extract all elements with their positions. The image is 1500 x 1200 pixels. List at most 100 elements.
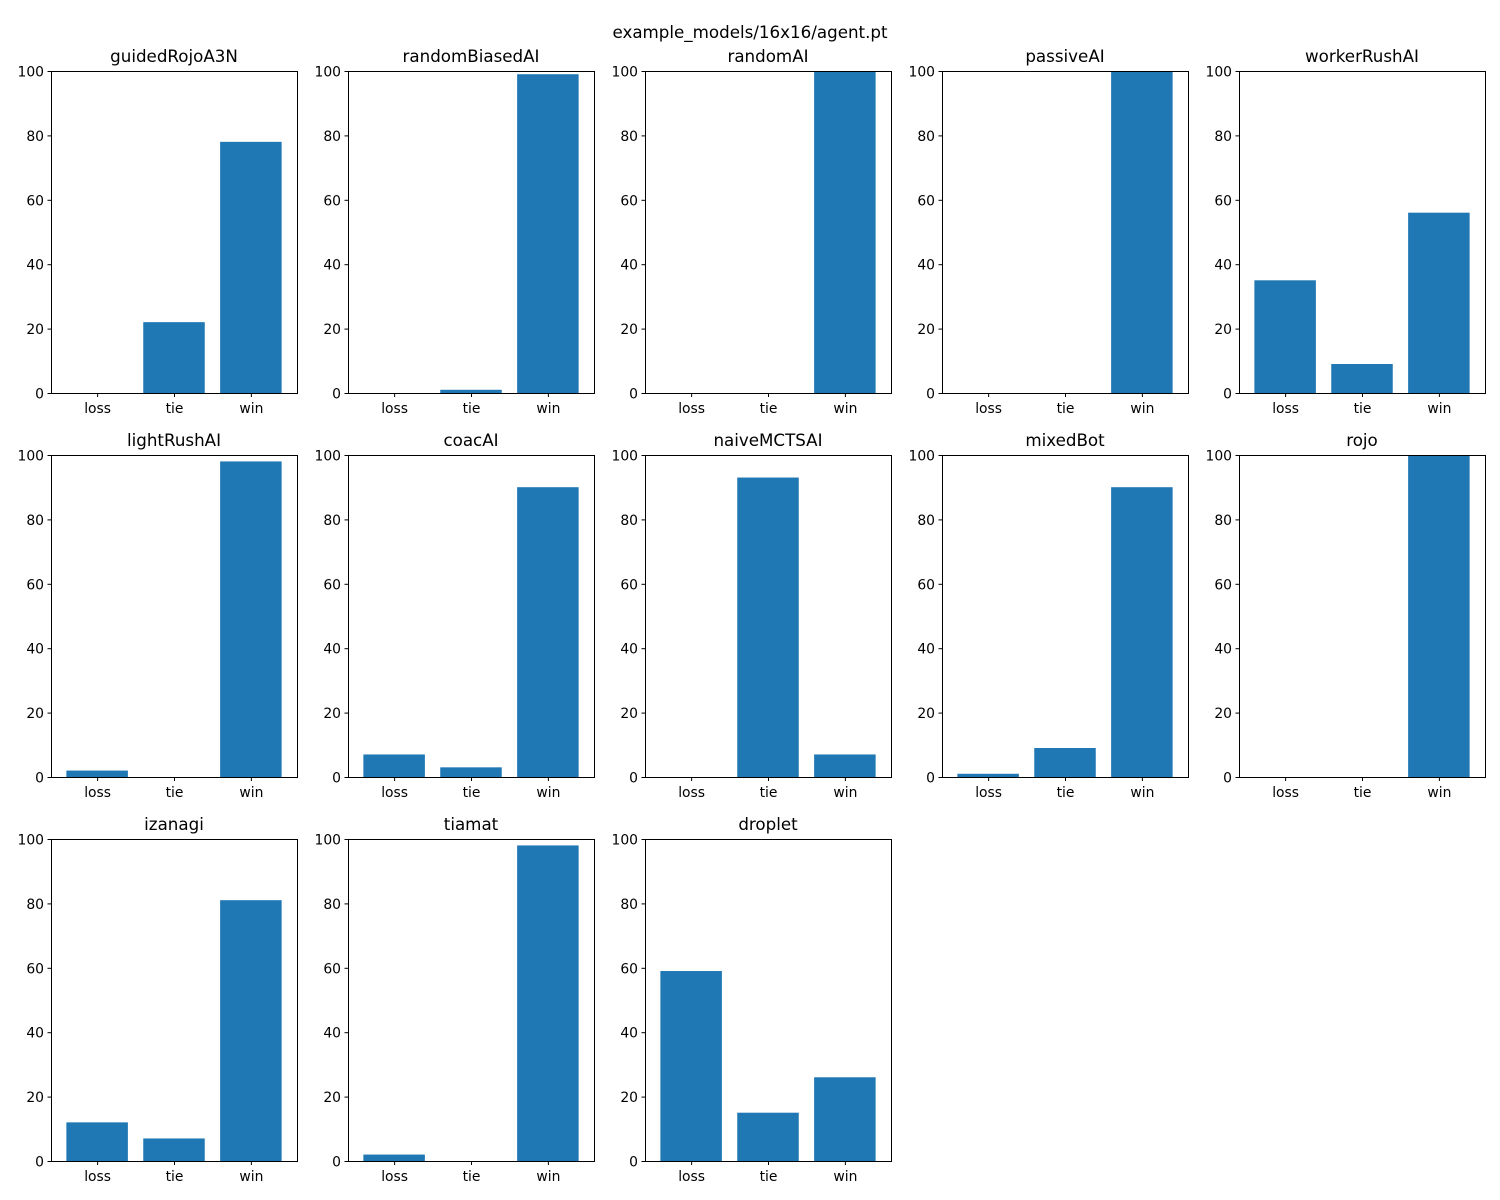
x-tick-label-tie: tie: [760, 1169, 778, 1185]
y-tick-label: 80: [917, 129, 935, 145]
bar-guidedrojoa3n-tie: [143, 322, 205, 393]
subplot-title: randomAI: [727, 46, 808, 66]
y-tick-label: 0: [35, 771, 44, 787]
x-tick-label-tie: tie: [166, 785, 184, 801]
subplot-title: tiamat: [444, 814, 499, 834]
x-tick-label-tie: tie: [760, 785, 778, 801]
y-tick-label: 100: [17, 65, 44, 81]
bar-izanagi-tie: [143, 1138, 205, 1161]
y-tick-label: 40: [917, 258, 935, 274]
subplot-title: izanagi: [144, 814, 204, 834]
x-tick-label-loss: loss: [975, 401, 1002, 417]
subplot-title: passiveAI: [1025, 46, 1104, 66]
x-tick-label-win: win: [239, 401, 263, 417]
y-tick-label: 100: [17, 449, 44, 465]
bar-workerrushai-tie: [1331, 364, 1393, 393]
y-tick-label: 0: [332, 1155, 341, 1171]
y-tick-label: 0: [35, 1155, 44, 1171]
y-tick-label: 0: [629, 387, 638, 403]
y-tick-label: 0: [1223, 387, 1232, 403]
y-tick-label: 40: [323, 1026, 341, 1042]
subplot-coacai: 0 20 40 60 80 100 loss tie win coacAI: [314, 430, 595, 801]
y-tick-label: 20: [1214, 322, 1232, 338]
subplot-mixedbot: 0 20 40 60 80 100 loss tie win mixedBot: [908, 430, 1189, 801]
y-tick-label: 60: [26, 577, 44, 593]
y-tick-label: 100: [908, 65, 935, 81]
y-tick-label: 0: [332, 387, 341, 403]
y-tick-label: 40: [26, 1026, 44, 1042]
y-tick-label: 80: [323, 897, 341, 913]
bar-naivemctsai-tie: [737, 477, 799, 777]
subplot-randombiasedai: 0 20 40 60 80 100 loss tie win randomBiasedAI: [314, 46, 595, 417]
subplot-guidedrojoa3n: 0 20 40 60 80 100 loss tie win guidedRojoA3N: [17, 46, 298, 417]
y-tick-label: 20: [323, 322, 341, 338]
x-tick-label-win: win: [1427, 785, 1451, 801]
y-tick-label: 100: [17, 833, 44, 849]
y-tick-label: 80: [323, 129, 341, 145]
x-tick-label-loss: loss: [381, 785, 408, 801]
bar-izanagi-win: [220, 900, 282, 1161]
x-tick-label-win: win: [536, 1169, 560, 1185]
y-tick-label: 40: [917, 642, 935, 658]
x-tick-label-loss: loss: [1272, 401, 1299, 417]
x-tick-label-win: win: [239, 785, 263, 801]
y-tick-label: 100: [1205, 65, 1232, 81]
y-tick-label: 100: [908, 449, 935, 465]
bar-workerrushai-win: [1408, 212, 1470, 393]
subplot-naivemctsai: 0 20 40 60 80 100 loss tie win naiveMCTSAI: [611, 430, 892, 801]
y-tick-label: 20: [26, 322, 44, 338]
bar-mixedbot-loss: [957, 773, 1019, 777]
x-tick-label-loss: loss: [975, 785, 1002, 801]
x-tick-label-loss: loss: [678, 785, 705, 801]
y-tick-label: 60: [1214, 193, 1232, 209]
y-tick-label: 20: [620, 706, 638, 722]
x-tick-label-win: win: [1130, 785, 1154, 801]
x-tick-label-win: win: [833, 401, 857, 417]
y-tick-label: 40: [620, 258, 638, 274]
x-tick-label-loss: loss: [678, 1169, 705, 1185]
bar-randomai-win: [814, 71, 876, 393]
bar-randombiasedai-win: [517, 74, 579, 393]
x-tick-label-win: win: [536, 401, 560, 417]
bar-droplet-win: [814, 1077, 876, 1161]
bar-lightrushai-win: [220, 461, 282, 777]
y-tick-label: 20: [26, 1090, 44, 1106]
y-tick-label: 100: [1205, 449, 1232, 465]
subplot-title: coacAI: [443, 430, 498, 450]
y-tick-label: 60: [620, 577, 638, 593]
y-tick-label: 80: [620, 513, 638, 529]
y-tick-label: 20: [323, 1090, 341, 1106]
y-tick-label: 100: [611, 833, 638, 849]
subplot-title: rojo: [1346, 430, 1378, 450]
subplot-tiamat: 0 20 40 60 80 100 loss tie win tiamat: [314, 814, 595, 1185]
subplot-randomai: 0 20 40 60 80 100 loss tie win randomAI: [611, 46, 892, 417]
subplot-passiveai: 0 20 40 60 80 100 loss tie win passiveAI: [908, 46, 1189, 417]
subplot-title: naiveMCTSAI: [713, 430, 822, 450]
bar-mixedbot-win: [1111, 487, 1173, 777]
x-tick-label-win: win: [833, 1169, 857, 1185]
bar-coacai-win: [517, 487, 579, 777]
y-tick-label: 20: [620, 322, 638, 338]
subplot-grid: 0 20 40 60 80 100 loss tie win guidedRojoA3N 0 20 40…: [17, 46, 1486, 1185]
y-tick-label: 20: [917, 322, 935, 338]
bar-mixedbot-tie: [1034, 748, 1096, 777]
y-tick-label: 40: [1214, 258, 1232, 274]
x-tick-label-win: win: [1427, 401, 1451, 417]
y-tick-label: 60: [620, 961, 638, 977]
bar-naivemctsai-win: [814, 754, 876, 777]
x-tick-label-win: win: [536, 785, 560, 801]
y-tick-label: 80: [1214, 513, 1232, 529]
y-tick-label: 40: [26, 642, 44, 658]
bar-coacai-loss: [363, 754, 425, 777]
subplot-lightrushai: 0 20 40 60 80 100 loss tie win lightRushAI: [17, 430, 298, 801]
bar-izanagi-loss: [66, 1122, 128, 1161]
x-tick-label-loss: loss: [84, 401, 111, 417]
y-tick-label: 0: [629, 771, 638, 787]
y-tick-label: 100: [611, 65, 638, 81]
x-tick-label-tie: tie: [1057, 785, 1075, 801]
y-tick-label: 0: [35, 387, 44, 403]
y-tick-label: 60: [620, 193, 638, 209]
bar-tiamat-loss: [363, 1154, 425, 1161]
y-tick-label: 60: [26, 961, 44, 977]
